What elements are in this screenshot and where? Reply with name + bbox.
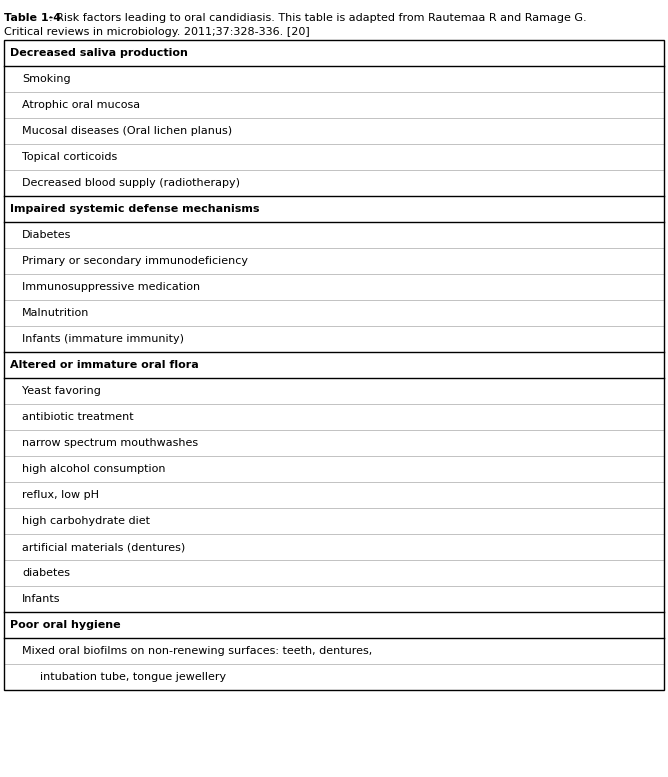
Text: high carbohydrate diet: high carbohydrate diet (22, 516, 150, 526)
Text: Impaired systemic defense mechanisms: Impaired systemic defense mechanisms (10, 204, 259, 214)
Text: Immunosuppressive medication: Immunosuppressive medication (22, 282, 200, 292)
Text: Infants: Infants (22, 594, 61, 604)
Text: Mucosal diseases (Oral lichen planus): Mucosal diseases (Oral lichen planus) (22, 126, 232, 136)
Text: Critical reviews in microbiology. 2011;37:328-336. [20]: Critical reviews in microbiology. 2011;3… (4, 27, 310, 37)
Text: Topical corticoids: Topical corticoids (22, 152, 118, 162)
Text: Table 1-4: Table 1-4 (4, 13, 61, 23)
Text: Yeast favoring: Yeast favoring (22, 386, 101, 396)
Text: Decreased saliva production: Decreased saliva production (10, 48, 188, 58)
Text: Mixed oral biofilms on non-renewing surfaces: teeth, dentures,: Mixed oral biofilms on non-renewing surf… (22, 646, 372, 656)
Text: reflux, low pH: reflux, low pH (22, 490, 99, 500)
Bar (4, 40, 664, 690)
Text: Malnutrition: Malnutrition (22, 308, 90, 318)
Text: Poor oral hygiene: Poor oral hygiene (10, 620, 121, 630)
Text: Infants (immature immunity): Infants (immature immunity) (22, 334, 184, 344)
Text: diabetes: diabetes (22, 568, 70, 578)
Text: narrow spectrum mouthwashes: narrow spectrum mouthwashes (22, 438, 198, 448)
Text: Atrophic oral mucosa: Atrophic oral mucosa (22, 100, 140, 110)
Text: Smoking: Smoking (22, 74, 71, 84)
Text: artificial materials (dentures): artificial materials (dentures) (22, 542, 185, 552)
Text: intubation tube, tongue jewellery: intubation tube, tongue jewellery (40, 672, 226, 682)
Text: Diabetes: Diabetes (22, 230, 71, 240)
Text: : Risk factors leading to oral candidiasis. This table is adapted from Rautemaa : : Risk factors leading to oral candidias… (49, 13, 587, 23)
Text: Primary or secondary immunodeficiency: Primary or secondary immunodeficiency (22, 256, 248, 266)
Text: Altered or immature oral flora: Altered or immature oral flora (10, 360, 199, 370)
Text: antibiotic treatment: antibiotic treatment (22, 412, 134, 422)
Text: Decreased blood supply (radiotherapy): Decreased blood supply (radiotherapy) (22, 178, 240, 188)
Text: high alcohol consumption: high alcohol consumption (22, 464, 166, 474)
